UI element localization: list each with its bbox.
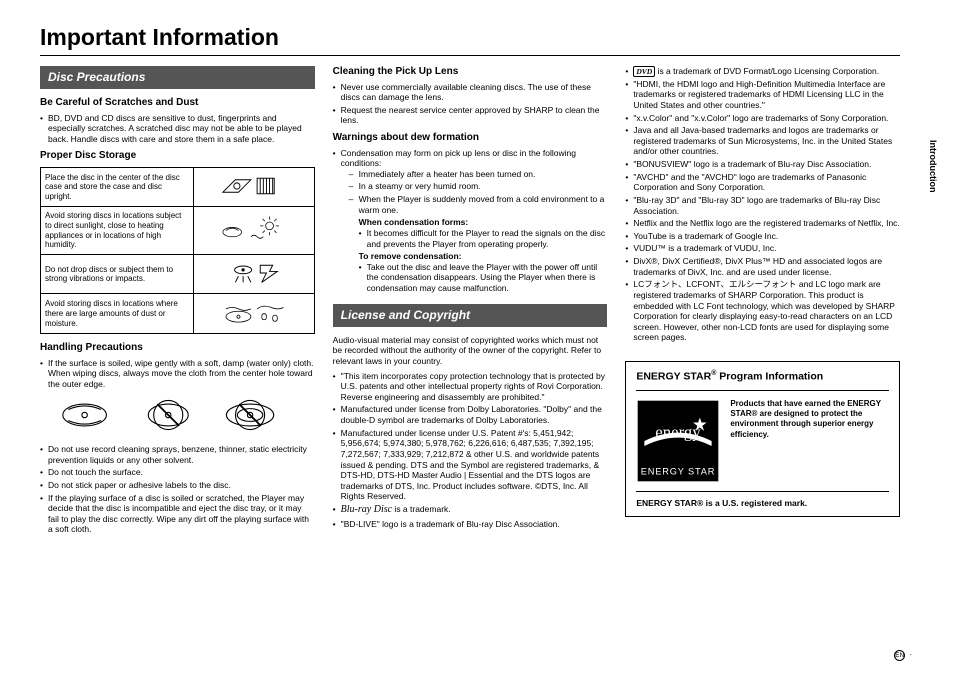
license-item: DivX®, DivX Certified®, DivX Plus™ HD an…	[625, 256, 900, 277]
handling-intro-list: If the surface is soiled, wipe gently wi…	[40, 358, 315, 390]
heading-scratches: Be Careful of Scratches and Dust	[40, 97, 315, 110]
license-item: "Blu-ray 3D" and "Blu-ray 3D" logo are t…	[625, 195, 900, 216]
handling-item: Do not use record cleaning sprays, benze…	[40, 444, 315, 465]
license-item: LCフォント、LCFONT、エルシーフォント and LC logo mark …	[625, 279, 900, 343]
scratches-list: BD, DVD and CD discs are sensitive to du…	[40, 113, 315, 145]
energy-title-a: ENERGY STAR	[636, 371, 711, 383]
license-item: "AVCHD" and the "AVCHD" logo are tradema…	[625, 172, 900, 193]
section-license: License and Copyright	[333, 304, 608, 327]
license-item: "BD-LIVE" logo is a trademark of Blu-ray…	[333, 519, 608, 530]
dew-conditions: Immediately after a heater has been turn…	[341, 169, 608, 294]
heading-storage: Proper Disc Storage	[40, 150, 315, 163]
energy-logo-caps: ENERGY STAR	[641, 466, 716, 476]
dew-when-item: It becomes difficult for the Player to r…	[359, 228, 608, 249]
page-lang-marker: EN	[894, 650, 905, 661]
dust-moisture-icon	[214, 298, 294, 326]
storage-row-0-text: Place the disc in the center of the disc…	[41, 167, 194, 207]
page-suffix: ·	[907, 650, 912, 659]
license-item: "HDMI, the HDMI logo and High-Definition…	[625, 79, 900, 111]
dew-cond: When the Player is suddenly moved from a…	[349, 194, 608, 294]
cleaning-list: Never use commercially available cleanin…	[333, 82, 608, 127]
column-3: DVD is a trademark of DVD Format/Logo Li…	[625, 66, 900, 537]
license-list-b: DVD is a trademark of DVD Format/Logo Li…	[625, 66, 900, 343]
column-2: Cleaning the Pick Up Lens Never use comm…	[333, 66, 608, 537]
title-rule	[40, 55, 900, 56]
heading-cleaning: Cleaning the Pick Up Lens	[333, 66, 608, 79]
cleaning-item: Never use commercially available cleanin…	[333, 82, 608, 103]
license-intro: Audio-visual material may consist of cop…	[333, 335, 608, 367]
dew-when-list: It becomes difficult for the Player to r…	[359, 228, 608, 249]
column-1: Disc Precautions Be Careful of Scratches…	[40, 66, 315, 537]
dvd-logo: DVD	[633, 66, 655, 77]
section-disc-precautions: Disc Precautions	[40, 66, 315, 89]
license-item: DVD is a trademark of DVD Format/Logo Li…	[625, 66, 900, 77]
license-item: Blu-ray Disc is a trademark.	[333, 504, 608, 517]
storage-row-0-illus	[194, 167, 314, 207]
handling-item: If the playing surface of a disc is soil…	[40, 493, 315, 536]
dew-remove-head: To remove condensation:	[359, 251, 608, 262]
storage-row-1-text: Avoid storing discs in locations subject…	[41, 207, 194, 254]
license-list-a: "This item incorporates copy protection …	[333, 371, 608, 530]
bluray-logo: Blu-ray Disc	[341, 504, 392, 515]
page-title: Important Information	[40, 24, 900, 51]
dew-intro-text: Condensation may form on pick up lens or…	[341, 148, 576, 169]
license-item: "BONUSVIEW" logo is a trademark of Blu-r…	[625, 159, 900, 170]
page-number: EN ·	[894, 650, 912, 661]
license-item: YouTube is a trademark of Google Inc.	[625, 231, 900, 242]
license-item: Manufactured under license under U.S. Pa…	[333, 428, 608, 502]
license-item: "x.v.Color" and "x.v.Color" logo are tra…	[625, 113, 900, 124]
storage-row-2-text: Do not drop discs or subject them to str…	[41, 254, 194, 294]
cleaning-item: Request the nearest service center appro…	[333, 105, 608, 126]
energy-logo-script: energy	[656, 422, 702, 441]
storage-row-3-illus	[194, 294, 314, 334]
storage-table: Place the disc in the center of the disc…	[40, 167, 315, 334]
handling-illustration	[40, 395, 315, 435]
handling-item: Do not touch the surface.	[40, 467, 315, 478]
license-item: VUDU™ is a trademark of VUDU, Inc.	[625, 243, 900, 254]
dew-cond-text: When the Player is suddenly moved from a…	[359, 194, 605, 215]
drop-impact-icon	[214, 259, 294, 287]
energy-title: ENERGY STAR® Program Information	[636, 370, 889, 384]
handling-item: Do not stick paper or adhesive labels to…	[40, 480, 315, 491]
page-root: Important Information Introduction Disc …	[0, 0, 954, 675]
handling-list: Do not use record cleaning sprays, benze…	[40, 444, 315, 535]
dew-remove-item: Take out the disc and leave the Player w…	[359, 262, 608, 294]
storage-row-1-illus	[194, 207, 314, 254]
dew-list: Condensation may form on pick up lens or…	[333, 148, 608, 294]
license-item: Java and all Java-based trademarks and l…	[625, 125, 900, 157]
storage-row-3-text: Avoid storing discs in locations where t…	[41, 294, 194, 334]
energy-star-box: ENERGY STAR® Program Information energy …	[625, 361, 900, 517]
energy-title-b: Program Information	[716, 371, 823, 383]
dew-intro: Condensation may form on pick up lens or…	[333, 148, 608, 294]
energy-foot: ENERGY STAR® is a U.S. registered mark.	[636, 498, 889, 509]
license-item: "This item incorporates copy protection …	[333, 371, 608, 403]
license-item: Manufactured under license from Dolby La…	[333, 404, 608, 425]
side-tab-introduction: Introduction	[928, 140, 938, 193]
dew-cond: Immediately after a heater has been turn…	[349, 169, 608, 180]
energy-star-logo: energy ENERGY STAR	[636, 399, 720, 483]
scratches-item: BD, DVD and CD discs are sensitive to du…	[40, 113, 315, 145]
energy-blurb: Products that have earned the ENERGY STA…	[730, 399, 889, 441]
dew-when-head: When condensation forms:	[359, 217, 608, 228]
dew-cond: In a steamy or very humid room.	[349, 181, 608, 192]
disc-case-icon	[214, 172, 294, 200]
columns: Disc Precautions Be Careful of Scratches…	[40, 66, 900, 537]
license-item: Netflix and the Netflix logo are the reg…	[625, 218, 900, 229]
handling-intro: If the surface is soiled, wipe gently wi…	[40, 358, 315, 390]
heading-handling: Handling Precautions	[40, 342, 315, 355]
energy-row: energy ENERGY STAR Products that have ea…	[636, 390, 889, 492]
sun-heat-icon	[214, 215, 294, 243]
heading-dew: Warnings about dew formation	[333, 132, 608, 145]
dew-remove-list: Take out the disc and leave the Player w…	[359, 262, 608, 294]
storage-row-2-illus	[194, 254, 314, 294]
